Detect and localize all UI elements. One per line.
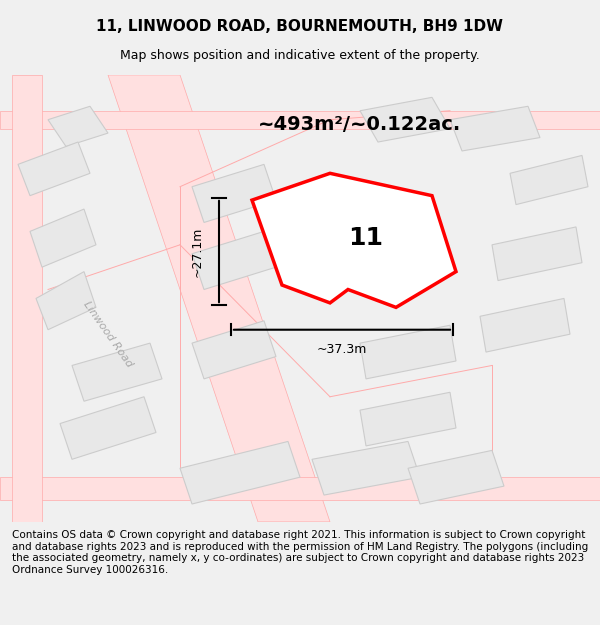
Polygon shape (252, 173, 456, 308)
Text: 11, LINWOOD ROAD, BOURNEMOUTH, BH9 1DW: 11, LINWOOD ROAD, BOURNEMOUTH, BH9 1DW (97, 19, 503, 34)
Polygon shape (0, 478, 600, 499)
Polygon shape (312, 441, 420, 495)
Text: Contains OS data © Crown copyright and database right 2021. This information is : Contains OS data © Crown copyright and d… (12, 530, 588, 575)
Polygon shape (192, 164, 276, 222)
Polygon shape (192, 231, 276, 289)
Polygon shape (510, 156, 588, 204)
Polygon shape (0, 111, 600, 129)
Polygon shape (180, 441, 300, 504)
Polygon shape (492, 227, 582, 281)
Polygon shape (360, 325, 456, 379)
Polygon shape (48, 106, 108, 146)
Polygon shape (30, 209, 96, 267)
Polygon shape (12, 75, 42, 522)
Polygon shape (192, 321, 276, 379)
Polygon shape (360, 392, 456, 446)
Text: ~493m²/~0.122ac.: ~493m²/~0.122ac. (259, 115, 461, 134)
Polygon shape (108, 75, 330, 522)
Polygon shape (36, 272, 96, 330)
Text: ~27.1m: ~27.1m (191, 226, 204, 277)
Polygon shape (72, 343, 162, 401)
Polygon shape (480, 298, 570, 352)
Polygon shape (450, 106, 540, 151)
Polygon shape (18, 142, 90, 196)
Polygon shape (408, 451, 504, 504)
Polygon shape (360, 98, 450, 142)
Text: Map shows position and indicative extent of the property.: Map shows position and indicative extent… (120, 49, 480, 62)
Text: 11: 11 (349, 226, 383, 251)
Text: Linwood Road: Linwood Road (82, 299, 134, 369)
Polygon shape (60, 397, 156, 459)
Text: ~37.3m: ~37.3m (317, 343, 367, 356)
